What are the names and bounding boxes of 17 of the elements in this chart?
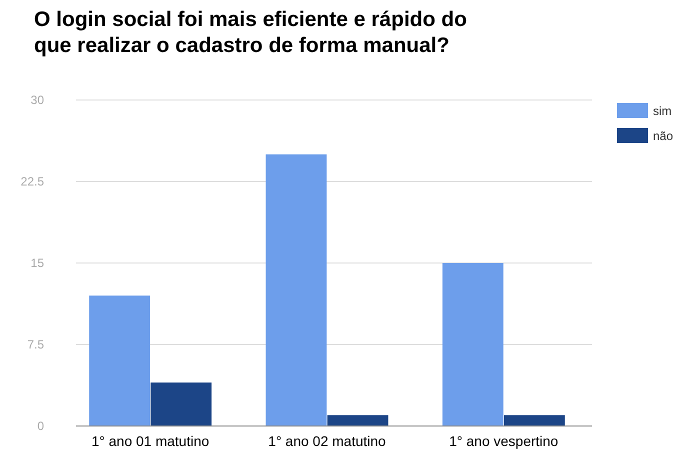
bar xyxy=(442,263,504,426)
y-tick-label: 30 xyxy=(30,93,44,108)
y-tick-label: 7.5 xyxy=(27,338,44,352)
bar xyxy=(504,415,565,426)
legend-label: não xyxy=(653,129,674,144)
x-tick-label: 1° ano 01 matutino xyxy=(91,433,210,449)
x-tick-label: 1° ano 02 matutino xyxy=(268,433,386,449)
y-tick-label: 0 xyxy=(37,419,44,434)
x-tick-label: 1° ano vespertino xyxy=(449,433,558,449)
y-tick-label: 15 xyxy=(30,256,44,270)
chart-title: O login social foi mais eficiente e rápido do que realizar o cadastro de forma manual? xyxy=(34,8,467,57)
bar xyxy=(327,415,388,426)
bar xyxy=(89,296,150,426)
y-tick-label: 22.5 xyxy=(20,174,44,189)
bar xyxy=(266,154,327,426)
legend-label: sim xyxy=(653,104,672,118)
bar xyxy=(150,382,212,426)
